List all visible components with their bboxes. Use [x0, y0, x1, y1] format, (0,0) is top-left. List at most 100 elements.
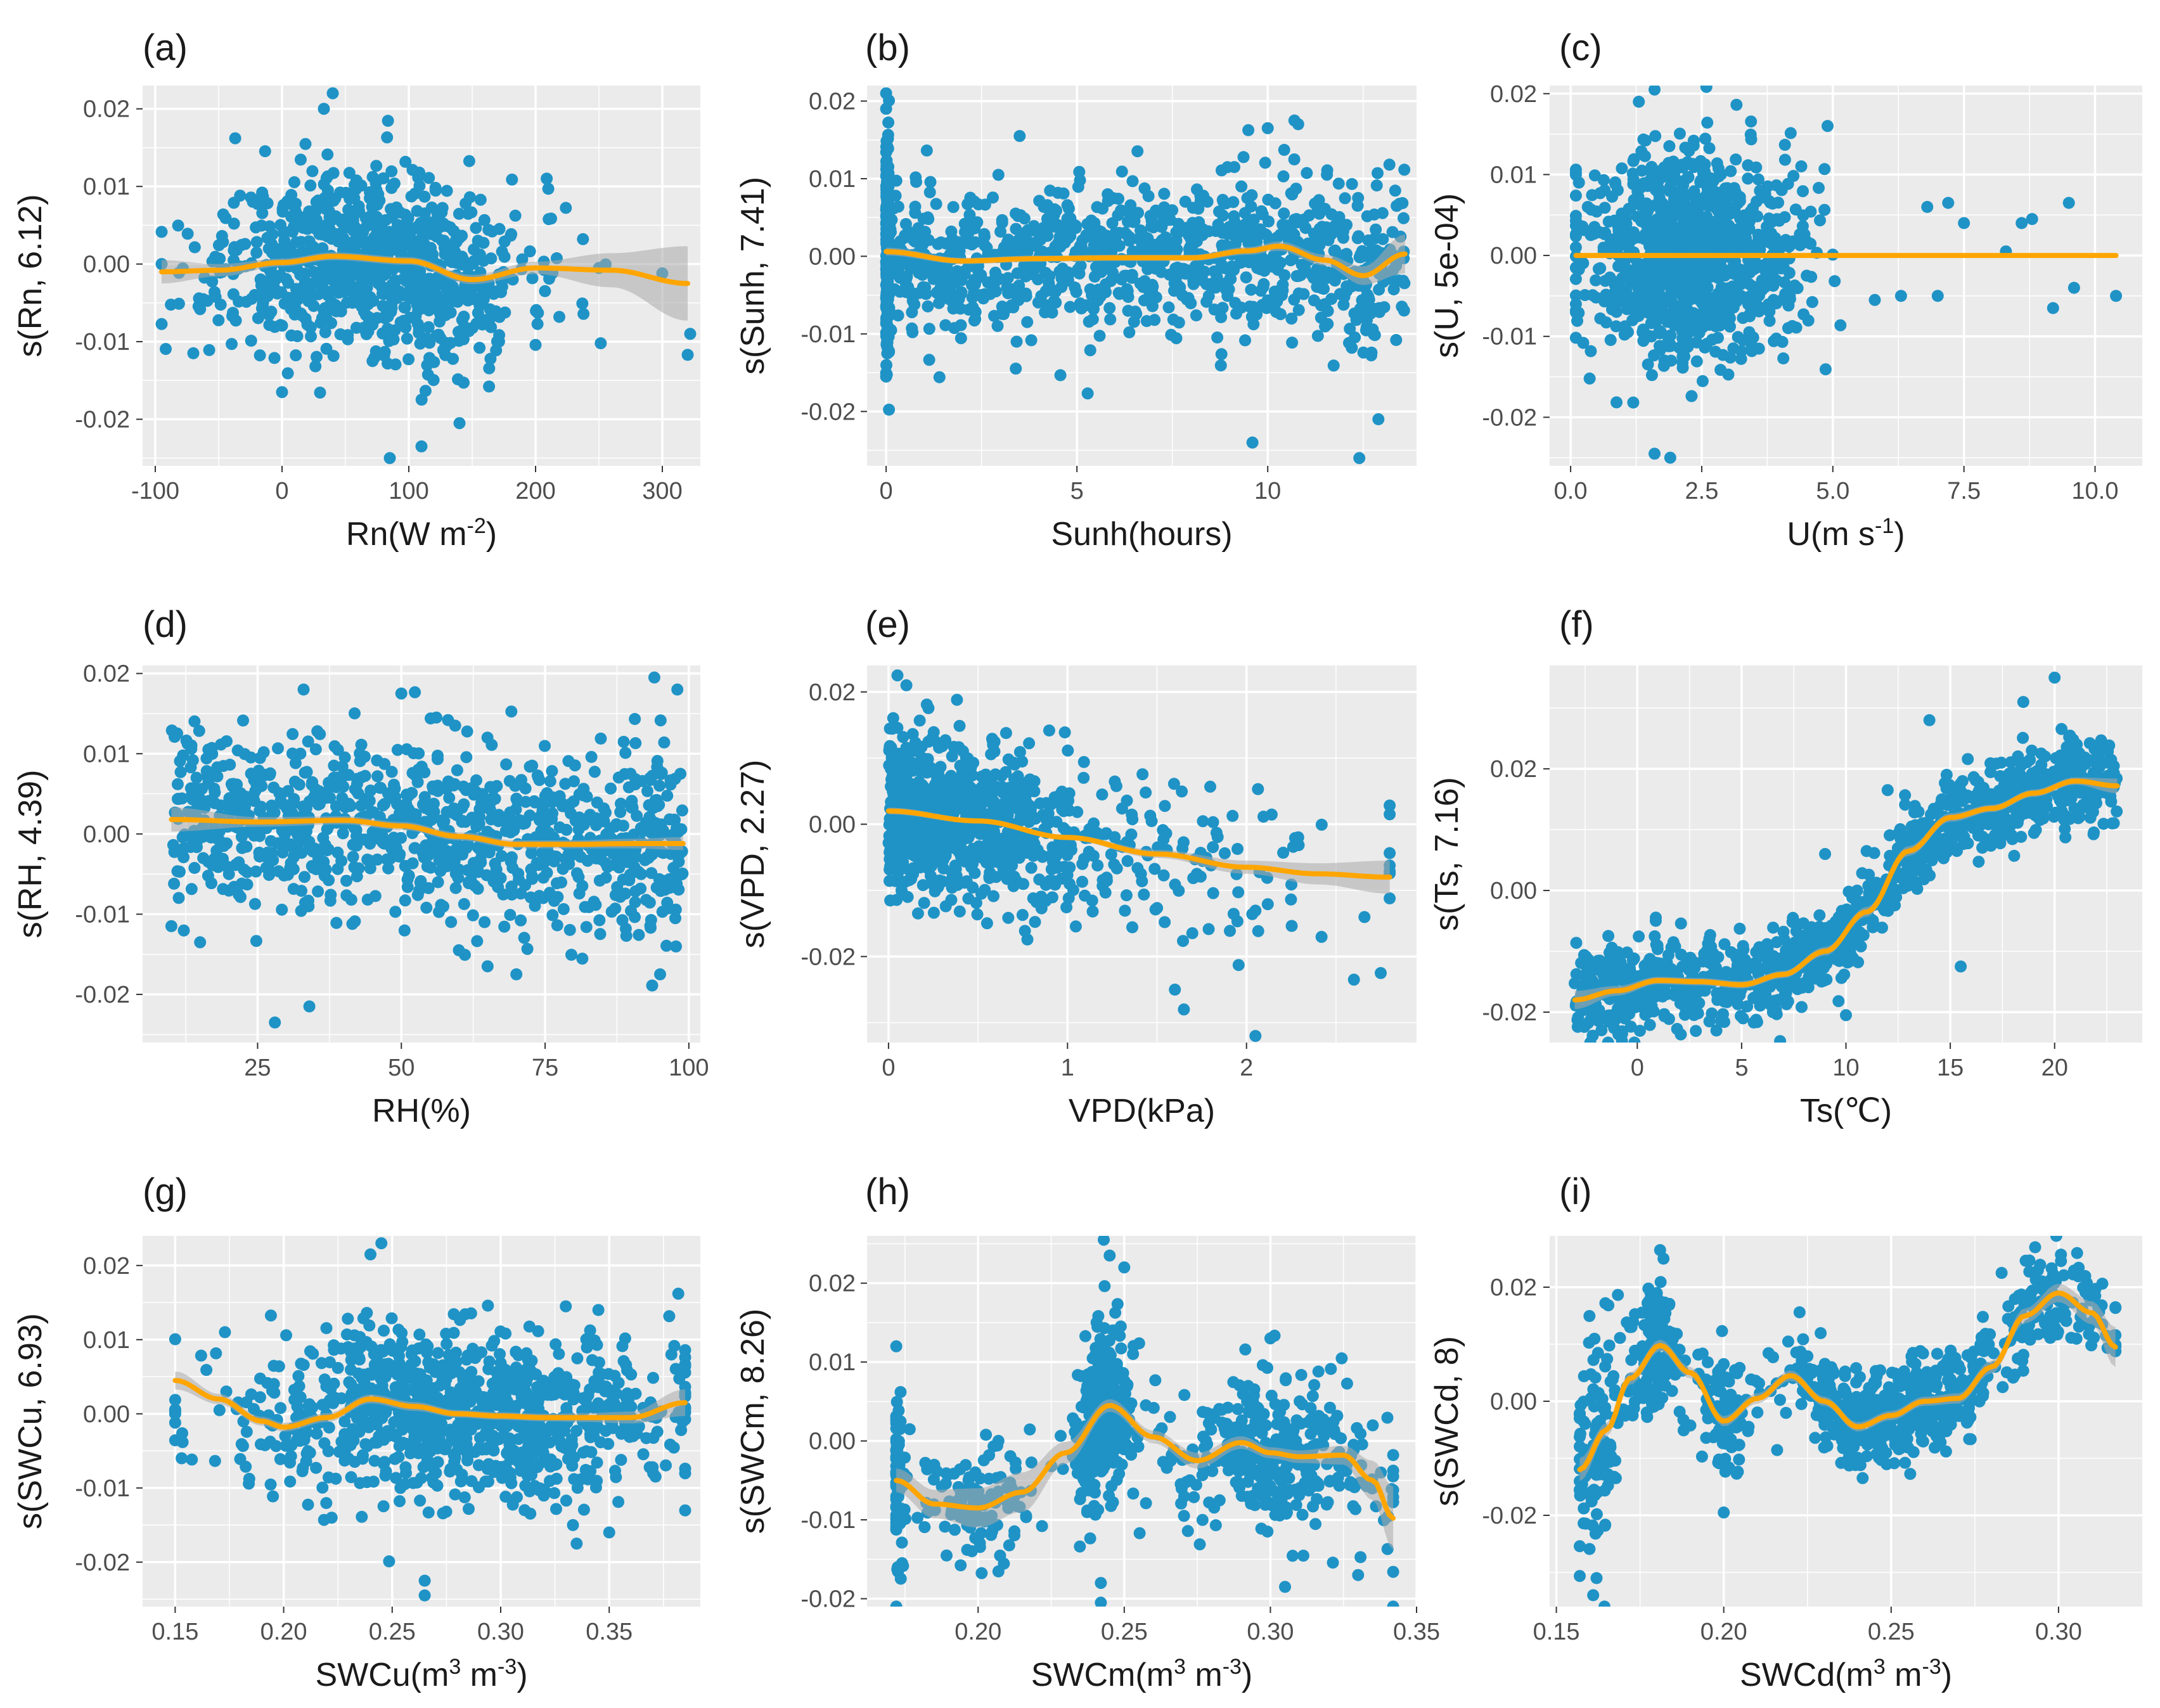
scatter-point: [460, 816, 472, 828]
scatter-point: [949, 859, 961, 872]
scatter-point: [328, 771, 340, 784]
scatter-point: [1256, 299, 1269, 311]
scatter-point: [1778, 139, 1791, 151]
scatter-point: [2047, 302, 2059, 314]
scatter-point: [1088, 239, 1100, 252]
scatter-point: [1668, 310, 1681, 323]
scatter-point: [670, 940, 682, 953]
scatter-point: [1732, 331, 1744, 344]
scatter-point: [477, 293, 489, 306]
scatter-point: [1392, 274, 1405, 287]
scatter-point: [461, 864, 474, 876]
scatter-point: [1250, 308, 1263, 321]
scatter-point: [458, 311, 470, 323]
scatter-point: [1162, 206, 1175, 219]
scatter-point: [317, 832, 330, 844]
x-tick-label: -100: [131, 478, 179, 504]
scatter-point: [1671, 283, 1684, 296]
scatter-point: [1609, 177, 1622, 190]
scatter-point: [580, 921, 593, 934]
scatter-point: [1610, 305, 1623, 318]
scatter-point: [421, 368, 434, 381]
scatter-point: [294, 153, 307, 166]
scatter-point: [524, 245, 536, 258]
scatter-point: [1062, 892, 1075, 904]
scatter-point: [880, 87, 892, 100]
scatter-point: [1383, 158, 1396, 171]
scatter-point: [1749, 241, 1761, 254]
scatter-point: [1753, 289, 1765, 302]
scatter-point: [256, 285, 269, 297]
scatter-point: [1763, 305, 1776, 318]
scatter-point: [1633, 292, 1646, 305]
scatter-point: [1313, 239, 1326, 252]
scatter-point: [236, 842, 248, 854]
scatter-point: [559, 778, 572, 790]
scatter-point: [427, 783, 440, 795]
scatter-point: [387, 178, 399, 191]
scatter-point: [1265, 808, 1278, 821]
scatter-point: [1286, 229, 1299, 242]
scatter-point: [1215, 348, 1228, 361]
scatter-point: [1103, 302, 1116, 314]
scatter-point: [453, 335, 465, 347]
scatter-point: [539, 807, 552, 820]
scatter-point: [413, 884, 426, 897]
scatter-point: [880, 292, 892, 304]
scatter-point: [1622, 326, 1634, 338]
scatter-point: [424, 288, 437, 301]
scatter-point: [1766, 278, 1778, 290]
scatter-point: [1213, 205, 1225, 218]
scatter-point: [1140, 787, 1152, 799]
scatter-point: [337, 770, 349, 782]
scatter-point: [328, 759, 340, 772]
scatter-point: [255, 780, 268, 792]
scatter-point: [241, 866, 254, 878]
scatter-point: [922, 300, 934, 312]
scatter-point: [357, 322, 370, 335]
scatter-point: [1576, 220, 1589, 233]
scatter-point: [882, 142, 894, 155]
scatter-point: [1021, 316, 1034, 328]
scatter-point: [880, 154, 893, 167]
scatter-point: [1752, 342, 1765, 355]
scatter-point: [261, 197, 274, 210]
scatter-point: [196, 783, 208, 795]
scatter-point: [1259, 157, 1271, 169]
scatter-point: [485, 321, 498, 333]
scatter-point: [1073, 165, 1086, 178]
scatter-point: [541, 172, 553, 185]
scatter-point: [1671, 186, 1684, 199]
y-tick-label: 0.00: [83, 821, 130, 848]
x-tick-label: 100: [669, 1055, 709, 1081]
scatter-point: [338, 286, 350, 298]
scatter-point: [1362, 234, 1375, 247]
scatter-point: [1112, 286, 1125, 299]
scatter-point: [1942, 196, 1955, 209]
scatter-point: [484, 781, 497, 793]
scatter-point: [989, 285, 1002, 298]
scatter-point: [470, 222, 482, 234]
scatter-point: [481, 960, 494, 973]
x-axis-title: Sunh(hours): [1051, 516, 1232, 553]
scatter-point: [1569, 189, 1582, 202]
scatter-point: [211, 770, 224, 783]
scatter-point: [201, 770, 214, 783]
scatter-point: [1868, 293, 1881, 306]
scatter-point: [1698, 290, 1711, 303]
scatter-point: [354, 755, 366, 767]
scatter-point: [1277, 847, 1290, 859]
scatter-point: [1763, 314, 1776, 327]
scatter-point: [884, 894, 897, 907]
scatter-point: [235, 877, 248, 890]
scatter-point: [1637, 335, 1650, 347]
scatter-point: [442, 285, 455, 297]
scatter-point: [1730, 98, 1743, 111]
y-tick-label: -0.02: [1482, 404, 1537, 431]
scatter-point: [389, 906, 402, 918]
scatter-point: [1744, 307, 1756, 320]
scatter-point: [1232, 959, 1245, 972]
scatter-point: [619, 922, 632, 935]
scatter-point: [1152, 262, 1164, 275]
scatter-point: [165, 920, 177, 932]
